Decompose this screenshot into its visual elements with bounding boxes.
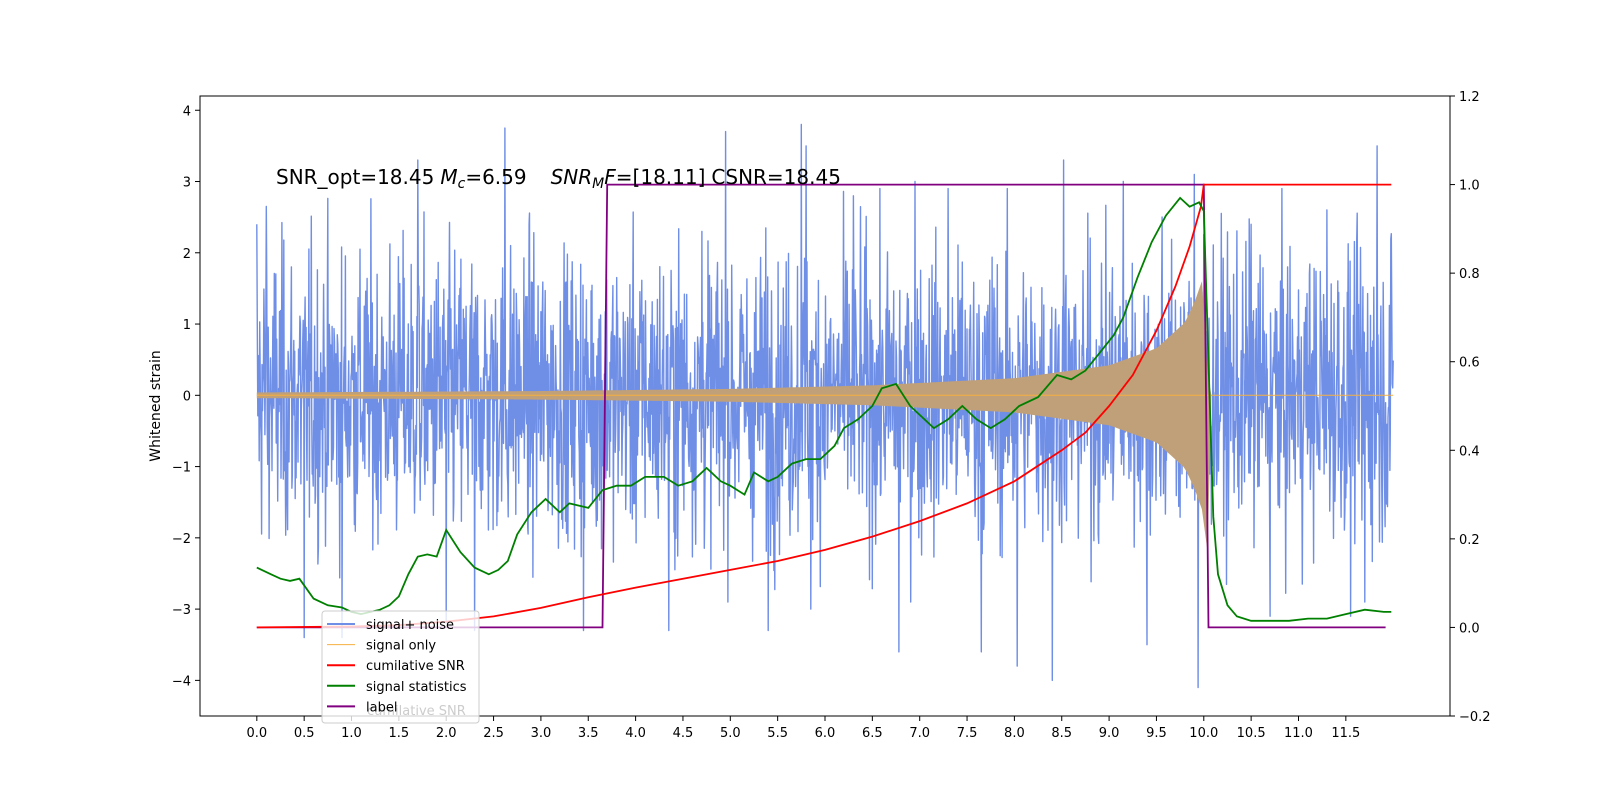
y-right-tick-label: 0.2 <box>1459 533 1480 548</box>
legend-items: signal+ noise signal only cumilative SNR si… <box>327 618 467 715</box>
y-right-tick-label: 0.4 <box>1459 444 1480 459</box>
series-cumilative-snr-line <box>256 183 1392 629</box>
y-right-tick-label: 1.2 <box>1459 90 1480 105</box>
x-tick-label: 3.5 <box>578 726 599 741</box>
annotation-mf-value: =[18.11] <box>616 165 706 189</box>
x-tick-label: 10.5 <box>1237 726 1266 741</box>
x-tick-label: 5.0 <box>720 726 741 741</box>
legend-entry: cumilative SNR <box>366 659 465 674</box>
annotation-csnr: CSNR=18.45 <box>711 165 841 189</box>
annotation-mf-subscript: M <box>592 176 604 192</box>
x-tick-label: 4.5 <box>673 726 694 741</box>
annotation-mc-value: =6.59 <box>465 165 526 189</box>
x-tick-label: 2.5 <box>483 726 504 741</box>
annotation-mf-symbol: SNR <box>551 165 593 189</box>
x-tick-label: 9.0 <box>1099 726 1120 741</box>
x-axis-ticks: 0.0 0.5 1.0 1.5 2.0 2.5 3.0 3.5 4.0 4.5 5.0 5.5 6.0 6… <box>246 716 1360 741</box>
legend-box <box>321 610 480 724</box>
legend-entry: label <box>366 700 397 715</box>
x-tick-label: 11.0 <box>1284 726 1313 741</box>
y-left-tick-label: 0 <box>183 389 191 404</box>
y-left-tick-label: 1 <box>183 318 191 333</box>
annotation-mc-symbol: M <box>440 165 457 189</box>
annotation-snr-opt: SNR_opt=18.45 <box>276 165 434 189</box>
x-tick-label: 5.5 <box>767 726 788 741</box>
x-tick-label: 1.0 <box>341 726 362 741</box>
y-left-tick-label: −3 <box>172 603 191 618</box>
y-left-tick-label: 3 <box>183 176 191 191</box>
y-left-tick-label: 4 <box>183 104 191 119</box>
series-label-line <box>256 183 1386 629</box>
y-left-tick-label: −4 <box>172 674 191 689</box>
x-tick-label: 8.0 <box>1004 726 1025 741</box>
x-tick-label: 1.5 <box>389 726 410 741</box>
annotation-mc-subscript: c <box>458 176 466 192</box>
x-tick-label: 10.0 <box>1189 726 1218 741</box>
x-tick-label: 8.5 <box>1051 726 1072 741</box>
y-right-tick-label: 0.6 <box>1459 356 1480 371</box>
legend-entry: signal statistics <box>366 680 467 695</box>
series-signal-statistics-line <box>256 196 1392 622</box>
y-right-tick-label: 1.0 <box>1459 179 1480 194</box>
annotation-text: SNR_opt=18.45 Mc=6.59 SNRMF=[18.11] CSNR=18… <box>276 165 841 192</box>
y-left-axis-ticks: 4 3 2 1 0 −1 −2 −3 −4 <box>172 104 200 689</box>
y-right-tick-label: −0.2 <box>1459 710 1491 725</box>
y-right-tick-label: 0.8 <box>1459 267 1480 282</box>
legend: cumilative SNR signal+ noise signal only c… <box>321 610 480 724</box>
y-left-tick-label: −1 <box>172 461 191 476</box>
y-right-tick-label: 0.0 <box>1459 621 1480 636</box>
legend-overlapped-text: cumilative SNR <box>367 704 466 719</box>
x-tick-label: 0.5 <box>294 726 315 741</box>
legend-entry: signal+ noise <box>366 618 454 633</box>
x-tick-label: 0.0 <box>246 726 267 741</box>
x-tick-label: 6.5 <box>862 726 883 741</box>
x-tick-label: 4.0 <box>625 726 646 741</box>
legend-entry: signal only <box>366 639 436 654</box>
x-tick-label: 3.0 <box>531 726 552 741</box>
y-left-tick-label: 2 <box>183 247 191 262</box>
x-tick-label: 7.0 <box>909 726 930 741</box>
x-tick-label: 11.5 <box>1331 726 1360 741</box>
x-tick-label: 7.5 <box>957 726 978 741</box>
y-left-axis-label: Whitened strain <box>148 350 164 461</box>
y-right-axis-ticks: 1.2 1.0 0.8 0.6 0.4 0.2 0.0 −0.2 <box>1450 90 1491 725</box>
x-tick-label: 6.0 <box>815 726 836 741</box>
x-tick-label: 9.5 <box>1146 726 1167 741</box>
x-tick-label: 2.0 <box>436 726 457 741</box>
y-left-tick-label: −2 <box>172 532 191 547</box>
annotation-mf-symbol-f: F <box>604 165 616 189</box>
